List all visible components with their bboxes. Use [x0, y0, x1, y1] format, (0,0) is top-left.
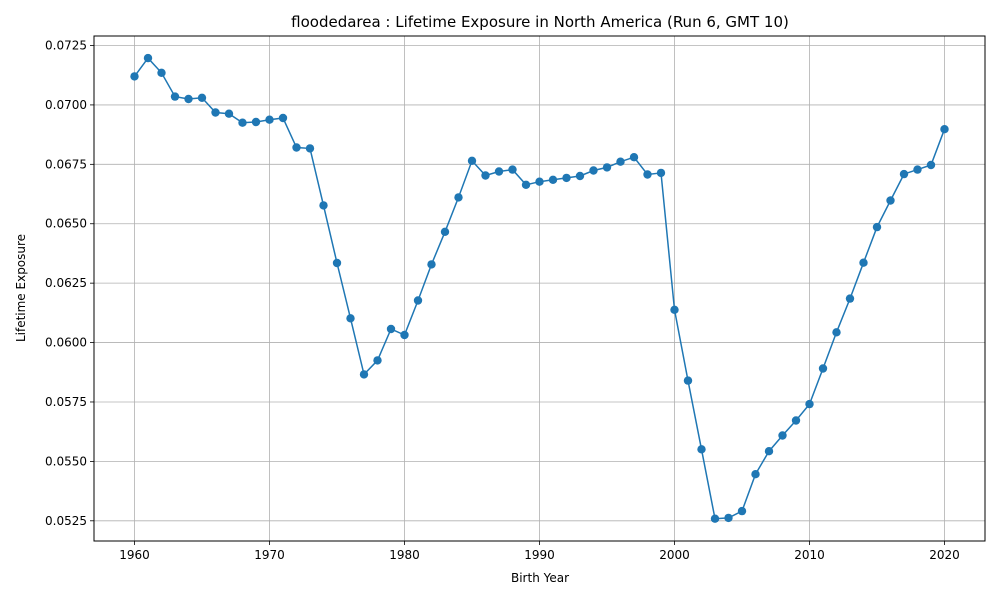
data-point — [251, 117, 261, 127]
data-point — [791, 416, 801, 425]
data-point — [211, 108, 220, 117]
y-tick-label: 0.0625 — [45, 276, 87, 290]
y-tick-label: 0.0675 — [45, 157, 87, 171]
y-tick-label: 0.0725 — [45, 39, 87, 53]
data-point — [859, 258, 868, 267]
data-point — [751, 470, 760, 479]
data-point — [616, 157, 625, 166]
data-point — [157, 68, 166, 78]
data-point — [899, 169, 909, 179]
data-point — [467, 156, 477, 165]
data-point — [346, 314, 355, 323]
data-point — [872, 222, 882, 232]
data-point — [494, 167, 504, 176]
data-point — [238, 118, 247, 127]
x-axis-label: Birth Year — [511, 571, 569, 585]
y-tick-label: 0.0575 — [45, 395, 87, 409]
data-point — [656, 168, 666, 178]
series-layer — [130, 53, 949, 523]
data-point — [940, 125, 949, 134]
data-point — [778, 431, 787, 440]
x-tick-label: 2010 — [794, 548, 825, 562]
data-point — [373, 356, 382, 365]
y-tick-label: 0.0525 — [45, 514, 87, 528]
x-tick-label: 2020 — [929, 548, 960, 562]
data-point — [832, 328, 841, 337]
x-tick-label: 1990 — [524, 548, 555, 562]
data-point — [562, 173, 571, 183]
y-axis-ticks: 0.0525 0.0550 0.0575 0.0600 0.0625 0.0650 0.06… — [45, 39, 94, 528]
data-point — [224, 109, 234, 118]
data-point — [521, 180, 531, 189]
data-point — [319, 201, 328, 210]
data-point — [197, 93, 207, 103]
data-point — [278, 113, 288, 123]
data-point — [481, 171, 490, 180]
data-point — [508, 165, 517, 174]
y-axis-label: Lifetime Exposure — [14, 234, 28, 342]
data-point — [724, 513, 733, 523]
data-point — [589, 166, 598, 175]
data-point — [913, 165, 922, 174]
data-point — [886, 196, 895, 205]
data-point — [386, 324, 396, 334]
chart-title: floodedarea : Lifetime Exposure in North… — [291, 13, 789, 31]
grid-lines — [94, 36, 985, 541]
data-point — [413, 296, 423, 305]
y-tick-label: 0.0600 — [45, 336, 87, 350]
x-tick-label: 2000 — [659, 548, 690, 562]
y-tick-label: 0.0550 — [45, 454, 87, 468]
data-point — [265, 115, 274, 124]
data-point — [737, 506, 747, 516]
data-point — [170, 92, 180, 101]
data-point — [629, 153, 639, 162]
data-point — [845, 294, 855, 303]
data-point — [683, 376, 693, 385]
x-tick-label: 1970 — [254, 548, 285, 562]
data-point — [818, 364, 828, 373]
data-point — [575, 171, 585, 181]
data-point — [710, 514, 720, 523]
data-point — [697, 445, 706, 454]
y-tick-label: 0.0650 — [45, 217, 87, 231]
data-point — [535, 177, 544, 186]
data-point — [400, 330, 409, 340]
data-point — [427, 260, 436, 269]
data-point — [359, 370, 369, 379]
data-point — [332, 258, 342, 268]
data-point — [143, 53, 153, 63]
data-point — [602, 163, 612, 172]
data-point — [440, 227, 450, 236]
data-point — [805, 399, 814, 409]
data-point — [926, 160, 936, 170]
x-axis-ticks: 1960 1970 1980 1990 2000 2010 2020 — [119, 541, 960, 562]
y-tick-label: 0.0700 — [45, 98, 87, 112]
data-point — [670, 305, 679, 314]
x-tick-label: 1980 — [389, 548, 420, 562]
data-point — [548, 175, 558, 184]
data-point — [130, 72, 139, 81]
data-point — [305, 144, 315, 153]
data-point — [292, 143, 301, 152]
data-point — [454, 193, 463, 202]
data-point — [764, 447, 774, 456]
data-point — [184, 94, 193, 104]
x-tick-label: 1960 — [119, 548, 150, 562]
data-point — [643, 170, 652, 179]
